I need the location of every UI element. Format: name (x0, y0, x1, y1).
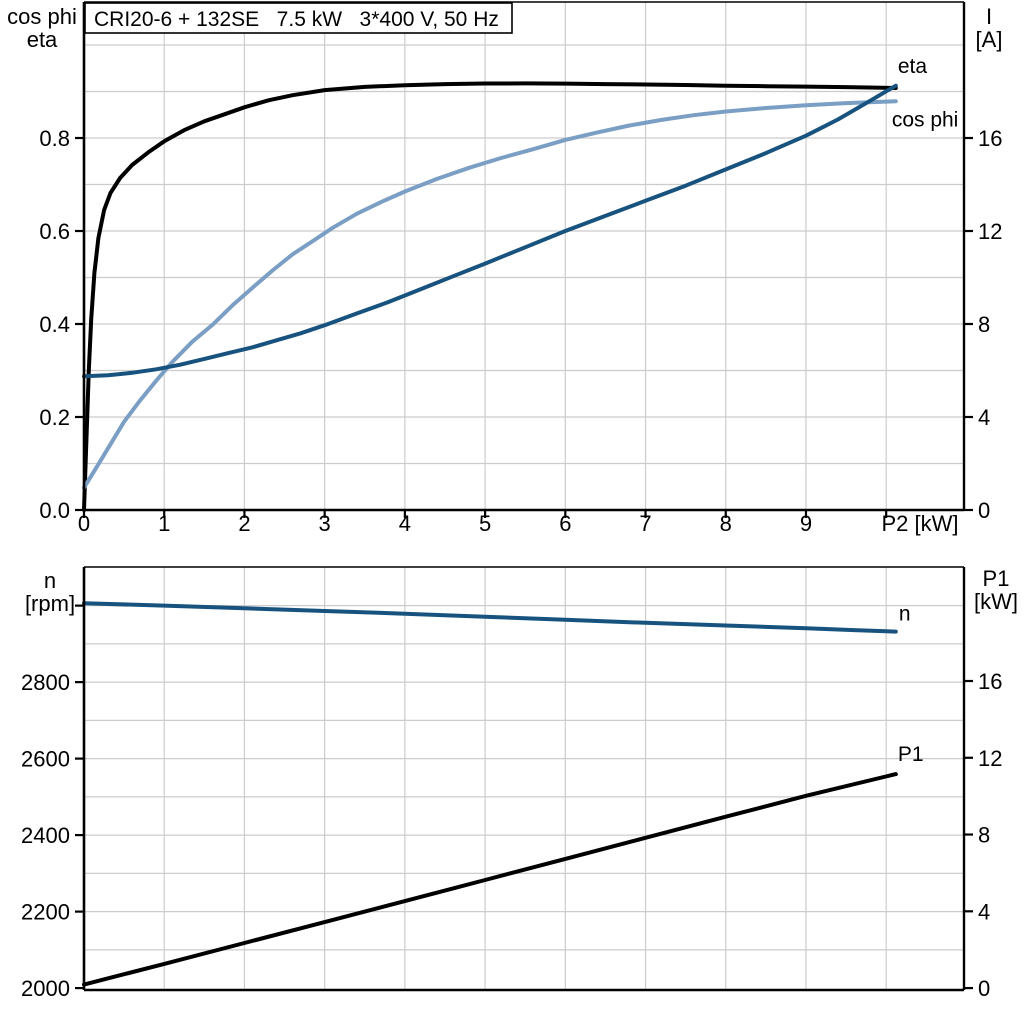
curve-label-eta: eta (898, 55, 928, 78)
x-tick-label: 6 (559, 511, 571, 536)
x-tick-label: 1 (158, 511, 170, 536)
top-left-axis-header-line1: cos phi (7, 4, 77, 29)
curve-label-P1: P1 (898, 743, 924, 766)
left-tick-label: 0.2 (39, 405, 70, 430)
bottom-right-axis-header-line1: P1 (983, 566, 1010, 591)
x-tick-label: 2 (238, 511, 250, 536)
x-tick-label: 5 (479, 511, 491, 536)
x-tick-label: 7 (639, 511, 651, 536)
left-tick-label: 0.0 (39, 498, 70, 523)
left-tick-label: 2400 (21, 823, 70, 848)
bottom-chart-plot: n P1 2000 2200 2400 2600 2800 0 4 8 12 16 (21, 566, 1002, 1001)
x-tick-label: 8 (720, 511, 732, 536)
bottom-left-axis-header-line1: n (44, 568, 56, 593)
left-tick-label: 0.8 (39, 126, 70, 151)
left-tick-label: 2600 (21, 747, 70, 772)
left-tick-label: 0.4 (39, 312, 70, 337)
right-tick-label: 4 (978, 405, 990, 430)
top-right-axis-header-line1: I (986, 4, 992, 29)
title-box-border (84, 2, 513, 34)
bottom-right-axis-header-line2: [kW] (974, 589, 1018, 614)
top-left-axis-header-line2: eta (27, 27, 58, 52)
x-axis-unit-label: P2 [kW] (881, 511, 958, 536)
right-tick-label: 8 (978, 312, 990, 337)
curve-cos-phi (82, 99, 898, 490)
right-tick-label: 0 (978, 498, 990, 523)
right-tick-label: 0 (978, 976, 990, 1001)
chart-title-box: CRI20-6 + 132SE 7.5 kW 3*400 V, 50 Hz (84, 2, 513, 34)
x-tick-label: 3 (319, 511, 331, 536)
curve-P1 (82, 772, 898, 987)
right-tick-label: 8 (978, 823, 990, 848)
right-tick-label: 16 (978, 126, 1002, 151)
chart-title: CRI20-6 + 132SE 7.5 kW 3*400 V, 50 Hz (94, 8, 499, 31)
left-tick-label: 2200 (21, 900, 70, 925)
bottom-left-axis-header-line2: [rpm] (25, 591, 75, 616)
curve-label-n: n (899, 603, 911, 626)
curve-eta (82, 81, 898, 512)
x-tick-label: 0 (78, 511, 90, 536)
right-tick-label: 12 (978, 219, 1002, 244)
right-tick-label: 16 (978, 669, 1002, 694)
left-tick-label: 0.6 (39, 219, 70, 244)
left-tick-label: 2800 (21, 670, 70, 695)
right-tick-label: 4 (978, 899, 990, 924)
curve-label-cos-phi: cos phi (892, 108, 959, 131)
top-right-axis-header-line2: [A] (976, 27, 1003, 52)
x-tick-label: 9 (800, 511, 812, 536)
curve-n (82, 601, 898, 634)
curve-I (82, 83, 898, 379)
x-tick-label: 4 (399, 511, 411, 536)
left-tick-label: 2000 (21, 976, 70, 1001)
right-tick-label: 12 (978, 746, 1002, 771)
